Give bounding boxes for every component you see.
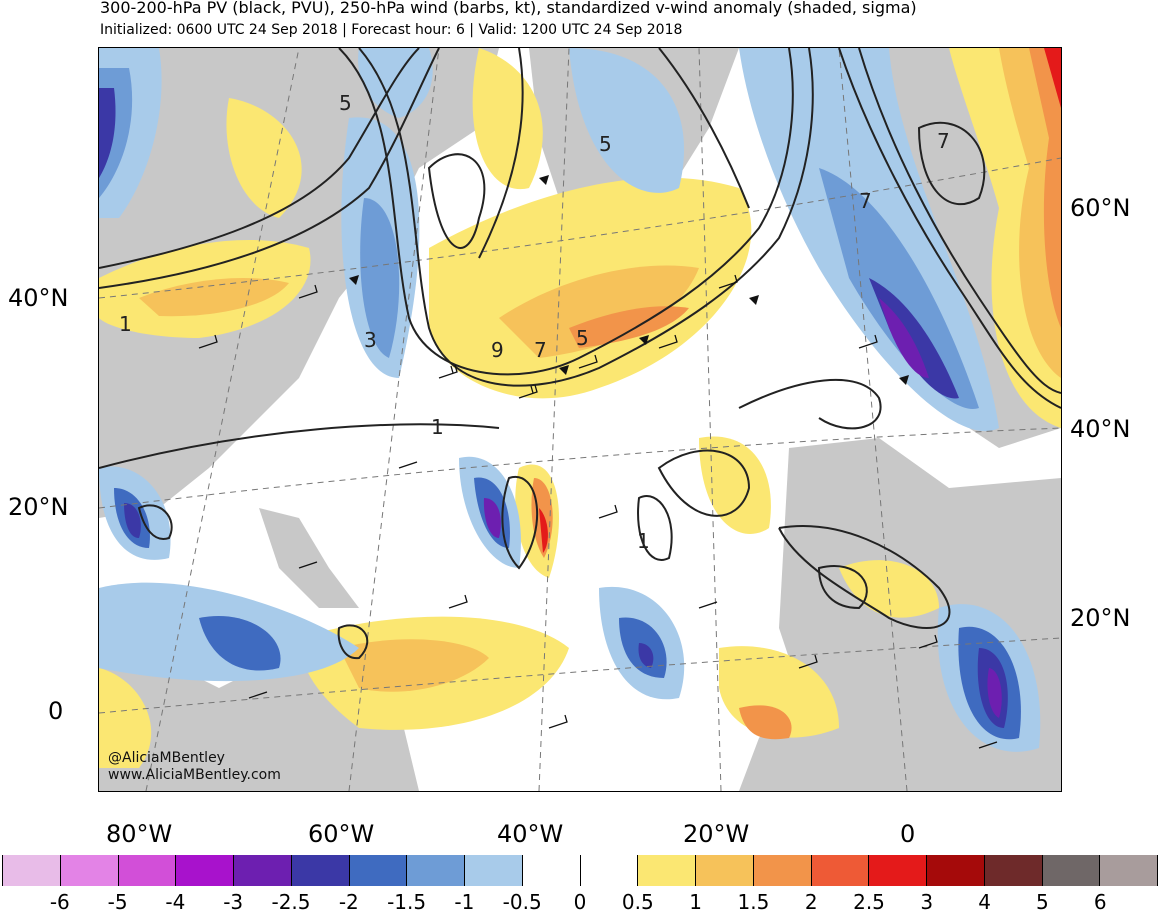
contour-label: 5 <box>576 326 589 350</box>
contour-label: 5 <box>599 132 612 156</box>
wind-flags <box>349 175 909 385</box>
color-bar-segment <box>118 855 177 886</box>
color-bar-label: 3 <box>920 890 934 914</box>
map-canvas: 5 5 7 1 3 9 7 5 1 1 7 <box>99 48 1061 791</box>
lat-label: 20°N <box>8 493 69 521</box>
color-bar-segment <box>753 855 812 886</box>
color-bar-label: -6 <box>49 890 70 914</box>
color-bar-segment <box>927 855 985 886</box>
color-bar-label: -1.5 <box>387 890 427 914</box>
contour-label: 5 <box>339 91 352 115</box>
positive-anomaly-layer <box>99 48 1061 768</box>
contour-label: 3 <box>364 328 377 352</box>
color-bar-label: -2.5 <box>271 890 311 914</box>
color-bar-segment <box>580 855 639 886</box>
color-bar-label: 2.5 <box>853 890 885 914</box>
contour-label: 7 <box>534 338 547 362</box>
map-subtitle: Initialized: 0600 UTC 24 Sep 2018 | Fore… <box>100 22 683 38</box>
contour-label: 9 <box>491 338 504 362</box>
lon-label: 20°W <box>683 820 750 848</box>
negative-anomaly-layer <box>99 48 1041 752</box>
color-bar-label: 1 <box>689 890 702 914</box>
color-bar-segment <box>60 855 119 886</box>
color-bar-label: -0.5 <box>502 890 542 914</box>
graticule <box>99 48 1061 791</box>
contour-label: 1 <box>119 312 132 336</box>
color-bar-segment <box>2 855 61 886</box>
color-bar-label: 4 <box>978 890 991 914</box>
color-bar-segment <box>696 855 754 886</box>
color-bar-segment <box>811 855 870 886</box>
color-bar-label: 0 <box>573 890 587 914</box>
weather-map: 5 5 7 1 3 9 7 5 1 1 7 <box>98 47 1062 792</box>
contour-label: 7 <box>937 129 950 153</box>
color-bar-segment <box>407 855 465 886</box>
map-title: 300-200-hPa PV (black, PVU), 250-hPa win… <box>100 0 917 17</box>
color-bar-segment <box>465 855 523 886</box>
color-bar-segment <box>1042 855 1101 886</box>
color-bar-segment <box>234 855 292 886</box>
color-bar-label: 0.5 <box>621 890 654 914</box>
lon-label: 0 <box>900 820 916 848</box>
pv-contours <box>99 48 1061 660</box>
lat-label: 0 <box>48 697 64 725</box>
color-bar-segment <box>522 855 581 886</box>
color-bar-label: 5 <box>1036 890 1049 914</box>
lat-label: 40°N <box>1070 415 1131 443</box>
color-bar-segment <box>291 855 350 886</box>
color-bar-label: -2 <box>338 890 359 914</box>
color-bar-label: -5 <box>107 890 128 914</box>
wind-barbs <box>198 274 998 749</box>
contour-label: 1 <box>637 529 650 553</box>
color-bar <box>2 855 1158 886</box>
credit-handle: @AliciaMBentley <box>108 750 225 766</box>
color-bar-label: 1.5 <box>737 890 770 914</box>
color-bar-label: 2 <box>804 890 818 914</box>
lon-label: 60°W <box>308 820 375 848</box>
contour-label-layer: 5 5 7 1 3 9 7 5 1 1 7 <box>119 91 950 553</box>
lat-label: 60°N <box>1070 194 1131 222</box>
color-bar-segment <box>984 855 1043 886</box>
color-bar-segment <box>349 855 408 886</box>
lon-label: 80°W <box>106 820 173 848</box>
color-bar-label: -1 <box>454 890 475 914</box>
contour-label: 1 <box>431 415 444 439</box>
color-bar-segment <box>176 855 234 886</box>
lon-label: 40°W <box>497 820 564 848</box>
lat-label: 40°N <box>8 284 69 312</box>
lat-label: 20°N <box>1070 604 1131 632</box>
color-bar-segment <box>869 855 927 886</box>
contour-label: 7 <box>859 189 872 213</box>
credit-website: www.AliciaMBentley.com <box>108 767 281 783</box>
color-bar-label: -3 <box>223 890 244 914</box>
color-bar-label: 6 <box>1093 890 1107 914</box>
color-bar-segment <box>1100 855 1158 886</box>
color-bar-segment <box>638 855 696 886</box>
color-bar-label: -4 <box>165 890 186 914</box>
